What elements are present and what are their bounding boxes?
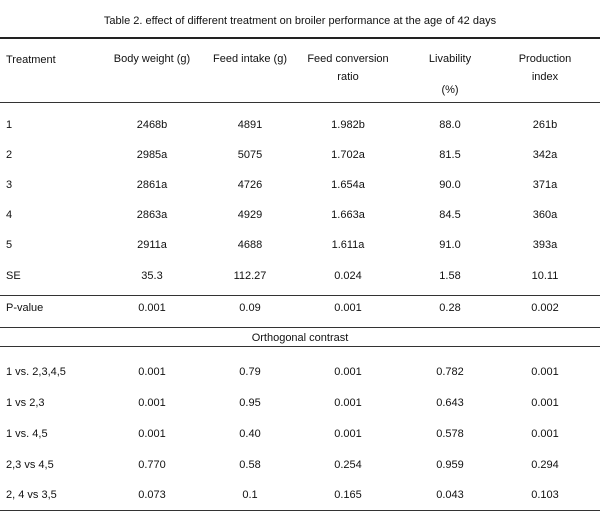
body-weight-cell: 0.001 xyxy=(138,428,166,440)
feed-intake-cell: 0.95 xyxy=(239,397,261,409)
production-index-cell: 10.11 xyxy=(531,270,559,282)
production-index-cell: 0.001 xyxy=(531,428,559,440)
livability-cell: 88.0 xyxy=(439,119,461,131)
row-label: 2 xyxy=(6,149,13,161)
bottom-rule xyxy=(0,510,600,511)
body-weight-cell: 0.001 xyxy=(138,302,166,314)
fcr-cell: 0.001 xyxy=(334,397,362,409)
body-weight-cell: 2468b xyxy=(136,119,168,131)
body-weight-cell: 2985a xyxy=(136,149,168,161)
fcr-cell: 0.001 xyxy=(334,366,362,378)
header-ratio: ratio xyxy=(337,71,359,83)
feed-intake-cell: 0.1 xyxy=(242,489,258,501)
top-rule xyxy=(0,37,600,39)
header-production: Production xyxy=(518,53,572,65)
header-rule xyxy=(0,102,600,103)
feed-intake-cell: 0.79 xyxy=(239,366,261,378)
body-weight-cell: 0.073 xyxy=(138,489,166,501)
fcr-cell: 0.024 xyxy=(334,270,362,282)
livability-cell: 0.959 xyxy=(436,459,464,471)
row-label: 5 xyxy=(6,239,13,251)
production-index-cell: 342a xyxy=(532,149,558,161)
row-label: 4 xyxy=(6,209,13,221)
livability-cell: 84.5 xyxy=(439,209,461,221)
production-index-cell: 0.294 xyxy=(531,459,559,471)
livability-cell: 0.28 xyxy=(439,302,461,314)
body-weight-cell: 2911a xyxy=(137,239,167,251)
body-weight-cell: 0.001 xyxy=(138,366,166,378)
feed-intake-cell: 112.27 xyxy=(233,270,267,282)
feed-intake-cell: 4891 xyxy=(237,119,263,131)
row-label: SE xyxy=(6,270,21,282)
livability-cell: 0.782 xyxy=(436,366,464,378)
livability-cell: 0.578 xyxy=(436,428,464,440)
body-weight-cell: 0.001 xyxy=(138,397,166,409)
header-feed-intake: Feed intake (g) xyxy=(213,53,287,65)
header-index: index xyxy=(531,71,559,83)
production-index-cell: 0.001 xyxy=(531,397,559,409)
fcr-cell: 0.254 xyxy=(334,459,362,471)
livability-cell: 1.58 xyxy=(439,270,461,282)
fcr-cell: 0.001 xyxy=(334,302,362,314)
fcr-cell: 1.702a xyxy=(331,149,365,161)
feed-intake-cell: 0.58 xyxy=(239,459,261,471)
row-label: 2,3 vs 4,5 xyxy=(6,459,54,471)
header-feed-conversion: Feed conversion xyxy=(307,53,389,65)
table-caption: Table 2. effect of different treatment o… xyxy=(103,15,497,27)
feed-intake-cell: 4929 xyxy=(237,209,263,221)
fcr-cell: 0.001 xyxy=(334,428,362,440)
row-label: 2, 4 vs 3,5 xyxy=(6,489,57,501)
contrast-heading: Orthogonal contrast xyxy=(251,332,349,344)
production-index-cell: 371a xyxy=(532,179,558,191)
row-label: 3 xyxy=(6,179,13,191)
body-weight-cell: 35.3 xyxy=(141,270,163,282)
livability-cell: 91.0 xyxy=(439,239,461,251)
row-label: 1 vs 2,3 xyxy=(6,397,45,409)
feed-intake-cell: 0.40 xyxy=(239,428,261,440)
row-label: 1 xyxy=(6,119,13,131)
body-weight-cell: 0.770 xyxy=(138,459,166,471)
production-index-cell: 360a xyxy=(532,209,558,221)
feed-intake-cell: 4726 xyxy=(237,179,263,191)
row-label: 1 vs. 2,3,4,5 xyxy=(6,366,66,378)
production-index-cell: 261b xyxy=(532,119,558,131)
livability-cell: 0.643 xyxy=(436,397,464,409)
fcr-cell: 1.982b xyxy=(331,119,365,131)
header-livability-unit: (%) xyxy=(441,84,459,96)
header-treatment: Treatment xyxy=(6,54,56,66)
row-label: P-value xyxy=(6,302,44,314)
body-weight-cell: 2863a xyxy=(136,209,168,221)
fcr-cell: 1.611a xyxy=(331,239,365,251)
feed-intake-cell: 4688 xyxy=(237,239,263,251)
fcr-cell: 1.663a xyxy=(331,209,365,221)
fcr-cell: 1.654a xyxy=(331,179,365,191)
contrast-header-rule xyxy=(0,346,600,347)
livability-cell: 0.043 xyxy=(436,489,464,501)
contrast-top-rule xyxy=(0,327,600,328)
production-index-cell: 0.103 xyxy=(531,489,559,501)
row-label: 1 vs. 4,5 xyxy=(6,428,48,440)
fcr-cell: 0.165 xyxy=(334,489,362,501)
livability-cell: 90.0 xyxy=(439,179,461,191)
production-index-cell: 0.002 xyxy=(531,302,559,314)
production-index-cell: 393a xyxy=(532,239,558,251)
header-body-weight: Body weight (g) xyxy=(113,53,191,65)
livability-cell: 81.5 xyxy=(439,149,461,161)
pvalue-top-rule xyxy=(0,295,600,296)
feed-intake-cell: 0.09 xyxy=(239,302,261,314)
production-index-cell: 0.001 xyxy=(531,366,559,378)
body-weight-cell: 2861a xyxy=(136,179,168,191)
feed-intake-cell: 5075 xyxy=(237,149,263,161)
header-livability: Livability xyxy=(428,53,472,65)
